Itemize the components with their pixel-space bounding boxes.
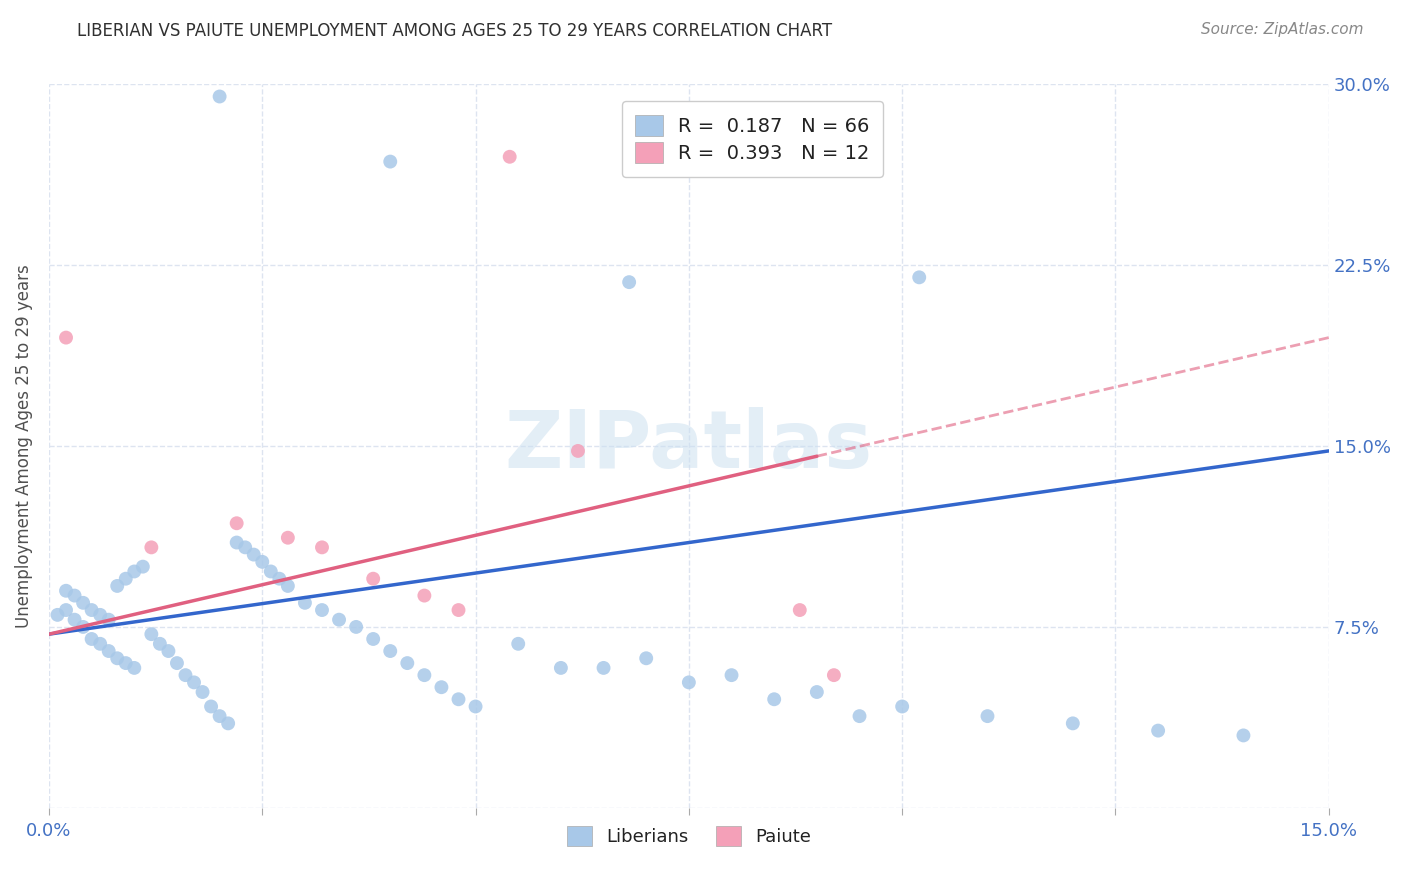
Point xyxy=(413,589,436,603)
Point xyxy=(97,613,120,627)
Point xyxy=(166,656,188,670)
Point xyxy=(141,627,163,641)
Point xyxy=(720,668,742,682)
Point xyxy=(132,559,155,574)
Point xyxy=(55,583,77,598)
Point xyxy=(508,637,530,651)
Point xyxy=(225,516,247,531)
Point xyxy=(891,699,914,714)
Point xyxy=(763,692,786,706)
Point xyxy=(1147,723,1170,738)
Point xyxy=(174,668,197,682)
Point xyxy=(225,535,247,549)
Point xyxy=(149,637,172,651)
Point xyxy=(447,692,470,706)
Point xyxy=(200,699,222,714)
Point xyxy=(260,565,283,579)
Point xyxy=(823,668,845,682)
Point xyxy=(806,685,828,699)
Point xyxy=(105,651,128,665)
Point xyxy=(89,637,111,651)
Point xyxy=(114,656,136,670)
Point xyxy=(592,661,614,675)
Point xyxy=(242,548,264,562)
Point xyxy=(277,579,299,593)
Point xyxy=(72,620,94,634)
Point xyxy=(499,150,522,164)
Point xyxy=(361,572,384,586)
Point xyxy=(191,685,214,699)
Point xyxy=(124,565,146,579)
Point xyxy=(114,572,136,586)
Point xyxy=(80,632,103,646)
Point xyxy=(361,632,384,646)
Point xyxy=(72,596,94,610)
Point xyxy=(217,716,239,731)
Point xyxy=(252,555,274,569)
Point xyxy=(269,572,291,586)
Point xyxy=(46,607,69,622)
Point xyxy=(55,330,77,344)
Point xyxy=(311,541,333,555)
Point xyxy=(1062,716,1084,731)
Point xyxy=(63,589,86,603)
Legend: Liberians, Paiute: Liberians, Paiute xyxy=(560,819,818,853)
Point xyxy=(430,680,453,694)
Point xyxy=(294,596,316,610)
Point xyxy=(396,656,419,670)
Text: Source: ZipAtlas.com: Source: ZipAtlas.com xyxy=(1201,22,1364,37)
Point xyxy=(380,644,402,658)
Point xyxy=(277,531,299,545)
Point xyxy=(344,620,367,634)
Text: LIBERIAN VS PAIUTE UNEMPLOYMENT AMONG AGES 25 TO 29 YEARS CORRELATION CHART: LIBERIAN VS PAIUTE UNEMPLOYMENT AMONG AG… xyxy=(77,22,832,40)
Point xyxy=(124,661,146,675)
Point xyxy=(550,661,572,675)
Point xyxy=(208,709,231,723)
Point xyxy=(636,651,658,665)
Point xyxy=(464,699,486,714)
Point xyxy=(63,613,86,627)
Point xyxy=(789,603,811,617)
Point xyxy=(413,668,436,682)
Point xyxy=(80,603,103,617)
Point xyxy=(89,607,111,622)
Point xyxy=(105,579,128,593)
Point xyxy=(97,644,120,658)
Text: ZIPatlas: ZIPatlas xyxy=(505,407,873,485)
Point xyxy=(617,275,640,289)
Point xyxy=(141,541,163,555)
Point xyxy=(848,709,870,723)
Point xyxy=(447,603,470,617)
Point xyxy=(233,541,256,555)
Point xyxy=(678,675,700,690)
Point xyxy=(380,154,402,169)
Point xyxy=(208,89,231,103)
Point xyxy=(183,675,205,690)
Y-axis label: Unemployment Among Ages 25 to 29 years: Unemployment Among Ages 25 to 29 years xyxy=(15,264,32,628)
Point xyxy=(1232,728,1254,742)
Point xyxy=(976,709,998,723)
Point xyxy=(157,644,180,658)
Point xyxy=(567,444,589,458)
Point xyxy=(908,270,931,285)
Point xyxy=(328,613,350,627)
Point xyxy=(55,603,77,617)
Point xyxy=(311,603,333,617)
